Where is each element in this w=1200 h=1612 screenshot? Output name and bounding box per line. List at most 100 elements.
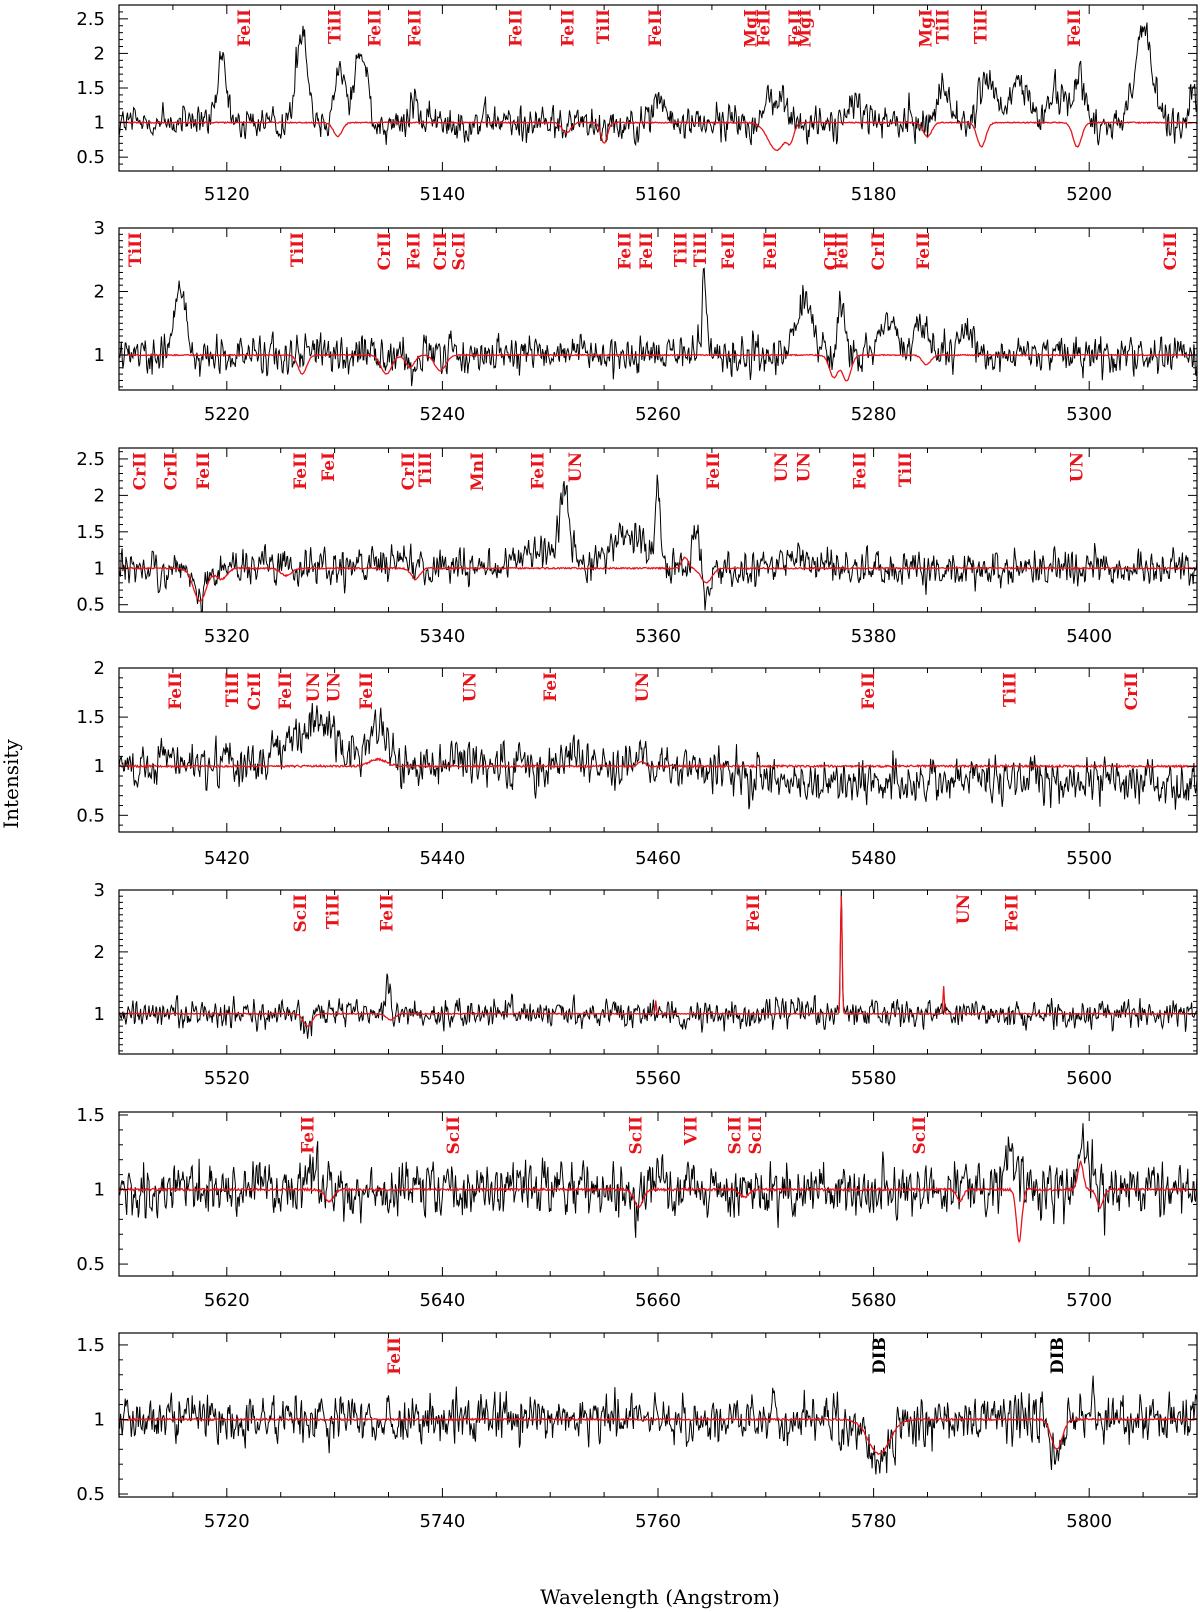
x-tick-label: 5460 [635,848,681,869]
y-axis-label: Intensity [0,739,23,829]
line-id-label: FeII [755,9,775,47]
y-tick-label: 0.5 [76,1254,105,1275]
y-tick-label: 1 [94,345,105,366]
line-id-label: TiII [326,9,346,44]
line-id-label: UN [325,672,345,702]
line-id-label: FeII [786,9,806,47]
line-id-label: UN [1067,452,1087,482]
line-id-label: CrII [431,232,451,270]
line-id-label: FeII [616,232,636,270]
y-tick-label: 1.5 [76,78,105,99]
line-id-label: UN [954,894,974,924]
model-spectrum-line [119,895,1197,1028]
line-id-label: CrII [375,232,395,270]
x-tick-label: 5420 [204,848,250,869]
x-tick-label: 5580 [851,1068,897,1089]
model-spectrum-line [119,556,1197,602]
observed-spectrum-line [119,22,1197,147]
panel-frame [118,889,1198,1055]
line-id-label: TiII [126,232,146,267]
line-id-label: TiII [323,894,343,929]
line-id-label: DIB [870,1337,890,1374]
y-tick-label: 1.5 [76,1105,105,1126]
y-tick-label: 1 [94,113,105,134]
line-id-label: ScII [444,1116,464,1155]
line-id-label: FeII [1003,894,1023,932]
model-spectrum-line [119,353,1197,382]
x-tick-label: 5740 [419,1511,465,1532]
line-id-label: FeII [166,672,186,710]
x-tick-label: 5480 [851,848,897,869]
spectrum-panel-3: 5320 5340 5360 5380 5400 0.5 1 1.5 2 2.5 CrII CrII F… [76,447,1198,647]
line-id-label: FeII [558,9,578,47]
y-tick-label: 0.5 [76,147,105,168]
line-id-label: ScII [746,1116,766,1155]
line-id-label: TiII [1000,672,1020,707]
observed-spectrum-line [119,890,1197,1039]
panel-frame [118,227,1198,391]
x-tick-label: 5260 [635,404,681,425]
line-id-label: FeII [859,672,879,710]
x-tick-label: 5200 [1066,184,1112,205]
panel-plot-area [119,22,1197,152]
x-tick-label: 5180 [851,184,897,205]
x-tick-label: 5240 [419,404,465,425]
line-id-label: FeII [357,672,377,710]
x-tick-label: 5160 [635,184,681,205]
y-tick-label: 1.5 [76,707,105,728]
line-id-label: FeII [914,232,934,270]
line-id-label: TiII [691,232,711,267]
line-id-label: FeII [761,232,781,270]
line-id-label: TiII [288,232,308,267]
line-id-label: FeII [744,894,764,932]
panel-plot-area [119,474,1197,612]
model-spectrum-line [119,1159,1197,1244]
line-id-label: TiII [672,232,692,267]
line-id-label: FeII [235,9,255,47]
line-id-label: UN [304,672,324,702]
x-axis-label: Wavelength (Angstrom) [540,1585,780,1609]
model-spectrum-line [119,1417,1197,1456]
observed-spectrum-line [119,702,1197,810]
x-tick-label: 5680 [851,1290,897,1311]
line-id-label: FeII [851,452,871,490]
x-tick-label: 5600 [1066,1068,1112,1089]
line-id-label: TiII [896,452,916,487]
model-spectrum-line [119,121,1197,152]
line-id-label: FeII [194,452,214,490]
line-id-label: UN [772,452,792,482]
line-id-label: FeII [646,9,666,47]
x-tick-label: 5560 [635,1068,681,1089]
panel-frame [118,447,1198,613]
y-tick-label: 1 [94,558,105,579]
y-tick-label: 2.5 [76,9,105,30]
line-id-label: CrII [245,672,265,710]
line-id-label: DIB [1048,1337,1068,1374]
line-id-label: MgI [916,9,936,48]
line-id-label: CrII [131,452,151,490]
line-id-label: FeII [299,1116,319,1154]
line-id-label: FeII [704,452,724,490]
line-id-label: FeI [541,672,561,702]
x-tick-label: 5640 [419,1290,465,1311]
x-tick-label: 5700 [1066,1290,1112,1311]
x-tick-label: 5300 [1066,404,1112,425]
line-id-label: ScII [626,1116,646,1155]
panel-plot-area [119,1123,1197,1244]
line-id-label: ScII [291,894,311,933]
y-tick-label: 0.5 [76,1484,105,1505]
x-tick-label: 5380 [851,626,897,647]
y-tick-label: 1.5 [76,522,105,543]
observed-spectrum-line [119,267,1197,387]
y-tick-label: 1.5 [76,1335,105,1356]
panel-plot-area [119,1375,1197,1475]
x-tick-label: 5400 [1066,626,1112,647]
model-spectrum-line [119,757,1197,769]
line-id-label: TiII [223,672,243,707]
line-id-label: MgI [796,9,816,48]
line-id-label: FeII [528,452,548,490]
y-tick-label: 0.5 [76,805,105,826]
